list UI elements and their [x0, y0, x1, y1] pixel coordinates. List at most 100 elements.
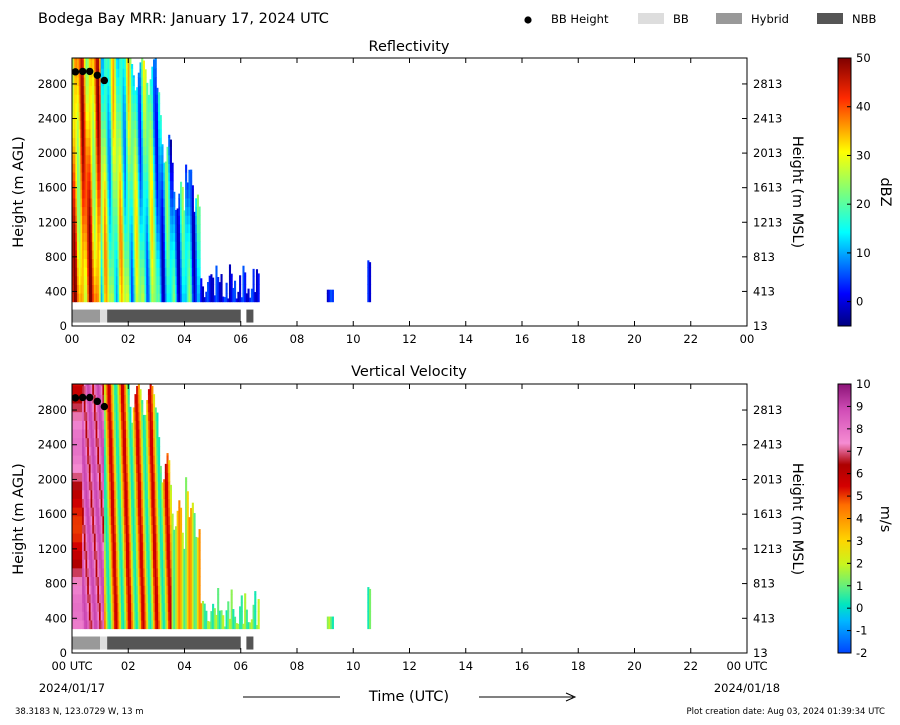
field-cell [331, 289, 334, 294]
field-cell [102, 437, 105, 447]
field-cell [112, 146, 115, 156]
field-cell [171, 223, 174, 234]
field-cell [154, 481, 157, 491]
field-cell [131, 77, 134, 87]
field-cell [169, 206, 172, 216]
field-cell [88, 180, 91, 190]
field-cell [191, 206, 194, 216]
field-cell [326, 620, 329, 630]
field-cell [105, 102, 108, 112]
field-cell [136, 198, 139, 208]
field-cell [119, 189, 122, 199]
field-cell [104, 384, 107, 387]
field-cell [85, 111, 88, 121]
field-cell [195, 249, 198, 259]
field-cell [82, 154, 85, 164]
field-cell [112, 385, 115, 395]
field-cell [136, 180, 139, 190]
field-cell [139, 559, 142, 569]
y-tick-label-left: 0 [60, 319, 67, 333]
field-cell [131, 232, 134, 242]
field-cell [142, 154, 145, 164]
field-cell [104, 429, 107, 439]
field-cell [154, 559, 157, 569]
field-cell [142, 249, 145, 259]
field-cell [85, 593, 88, 604]
field-cell [158, 223, 161, 234]
field-cell [195, 198, 198, 208]
field-cell [159, 215, 162, 225]
field-cell [191, 232, 194, 242]
field-cell [126, 163, 129, 173]
field-cell [102, 541, 105, 552]
field-cell [97, 172, 100, 182]
field-cell [122, 541, 125, 552]
field-cell [112, 258, 115, 268]
field-cell [107, 215, 110, 225]
field-cell [107, 68, 110, 78]
field-cell [257, 620, 260, 630]
field-cell [158, 172, 161, 182]
field-cell [166, 463, 169, 473]
field-cell [109, 223, 112, 234]
field-cell [99, 481, 102, 491]
field-cell [105, 550, 108, 560]
field-cell [90, 94, 93, 104]
field-cell [72, 206, 75, 216]
field-cell [126, 463, 129, 473]
field-cell [136, 215, 139, 225]
field-cell [82, 198, 85, 208]
field-cell [158, 472, 161, 482]
field-cell [97, 559, 100, 569]
field-cell [169, 484, 172, 491]
field-cell [82, 437, 85, 447]
field-cell [109, 481, 112, 491]
field-cell [185, 215, 188, 225]
field-cell [104, 533, 107, 543]
field-cell [114, 293, 117, 303]
field-cell [109, 403, 112, 413]
field-cell [198, 258, 201, 268]
field-cell [122, 206, 125, 216]
field-cell [109, 498, 112, 508]
field-cell [227, 601, 230, 604]
field-cell [169, 576, 172, 586]
field-cell [109, 455, 112, 465]
field-cell [100, 481, 103, 491]
field-cell [183, 223, 186, 234]
field-cell [104, 111, 107, 121]
field-cell [90, 455, 93, 465]
field-cell [119, 241, 122, 251]
field-cell [97, 550, 100, 560]
field-cell [120, 567, 124, 578]
field-cell [78, 515, 81, 525]
field-cell [159, 120, 162, 130]
field-cell [144, 267, 147, 277]
field-cell [112, 515, 115, 525]
field-cell [147, 602, 151, 612]
field-cell [75, 620, 78, 630]
field-cell [164, 524, 167, 534]
field-cell [134, 429, 137, 439]
field-cell [190, 550, 193, 560]
field-cell [164, 611, 167, 621]
field-cell [173, 215, 176, 225]
field-cell [151, 498, 154, 508]
field-cell [97, 128, 100, 138]
field-cell [78, 567, 81, 578]
field-cell [88, 146, 91, 156]
field-cell [328, 620, 331, 630]
field-cell [95, 541, 98, 552]
field-cell [195, 593, 198, 604]
field-cell [183, 267, 186, 277]
field-cell [85, 489, 88, 499]
field-cell [185, 198, 188, 208]
field-cell [100, 146, 103, 156]
field-cell [166, 189, 169, 199]
field-cell [149, 472, 152, 482]
colorbar-tick-label: 8 [856, 422, 863, 436]
field-cell [210, 611, 213, 621]
field-cell [154, 146, 157, 156]
field-cell [100, 59, 103, 69]
field-cell [93, 154, 97, 164]
